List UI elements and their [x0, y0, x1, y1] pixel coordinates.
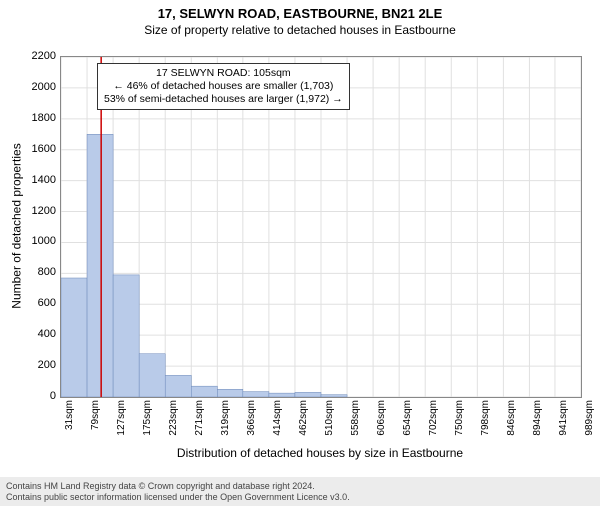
histogram-bar	[243, 392, 269, 397]
x-tick-label: 79sqm	[90, 400, 101, 450]
histogram-bar	[87, 134, 113, 397]
histogram-bar	[321, 395, 347, 397]
footer-line1: Contains HM Land Registry data © Crown c…	[6, 481, 594, 492]
footer: Contains HM Land Registry data © Crown c…	[0, 477, 600, 506]
x-tick-label: 366sqm	[246, 400, 257, 450]
histogram-bar	[295, 392, 321, 397]
histogram-bar	[113, 275, 139, 397]
histogram-bar	[191, 386, 217, 397]
x-tick-label: 558sqm	[350, 400, 361, 450]
x-tick-label: 606sqm	[376, 400, 387, 450]
histogram-bar	[139, 354, 165, 397]
histogram-bar	[269, 393, 295, 397]
x-tick-label: 462sqm	[298, 400, 309, 450]
histogram-bar	[61, 278, 87, 397]
x-tick-label: 798sqm	[480, 400, 491, 450]
x-tick-label: 894sqm	[532, 400, 543, 450]
x-tick-label: 271sqm	[194, 400, 205, 450]
callout-line3: 53% of semi-detached houses are larger (…	[104, 93, 343, 106]
page-subtitle: Size of property relative to detached ho…	[0, 23, 600, 37]
histogram-bar	[217, 389, 243, 397]
x-tick-label: 319sqm	[220, 400, 231, 450]
x-tick-label: 414sqm	[272, 400, 283, 450]
footer-line2: Contains public sector information licen…	[6, 492, 594, 503]
x-tick-label: 750sqm	[454, 400, 465, 450]
x-tick-label: 941sqm	[558, 400, 569, 450]
x-tick-label: 223sqm	[168, 400, 179, 450]
x-tick-label: 846sqm	[506, 400, 517, 450]
x-tick-label: 175sqm	[142, 400, 153, 450]
x-tick-label: 127sqm	[116, 400, 127, 450]
x-axis-label: Distribution of detached houses by size …	[60, 446, 580, 460]
histogram-bar	[165, 375, 191, 397]
x-tick-label: 989sqm	[584, 400, 595, 450]
y-axis-label: Number of detached properties	[10, 143, 24, 308]
x-tick-label: 31sqm	[64, 400, 75, 450]
x-tick-label: 654sqm	[402, 400, 413, 450]
x-tick-label: 702sqm	[428, 400, 439, 450]
callout-line1: 17 SELWYN ROAD: 105sqm	[104, 67, 343, 80]
callout-line2: ← 46% of detached houses are smaller (1,…	[104, 80, 343, 93]
callout-box: 17 SELWYN ROAD: 105sqm ← 46% of detached…	[97, 63, 350, 110]
histogram-chart: 17 SELWYN ROAD: 105sqm ← 46% of detached…	[60, 56, 582, 398]
page-title: 17, SELWYN ROAD, EASTBOURNE, BN21 2LE	[0, 6, 600, 21]
x-tick-label: 510sqm	[324, 400, 335, 450]
